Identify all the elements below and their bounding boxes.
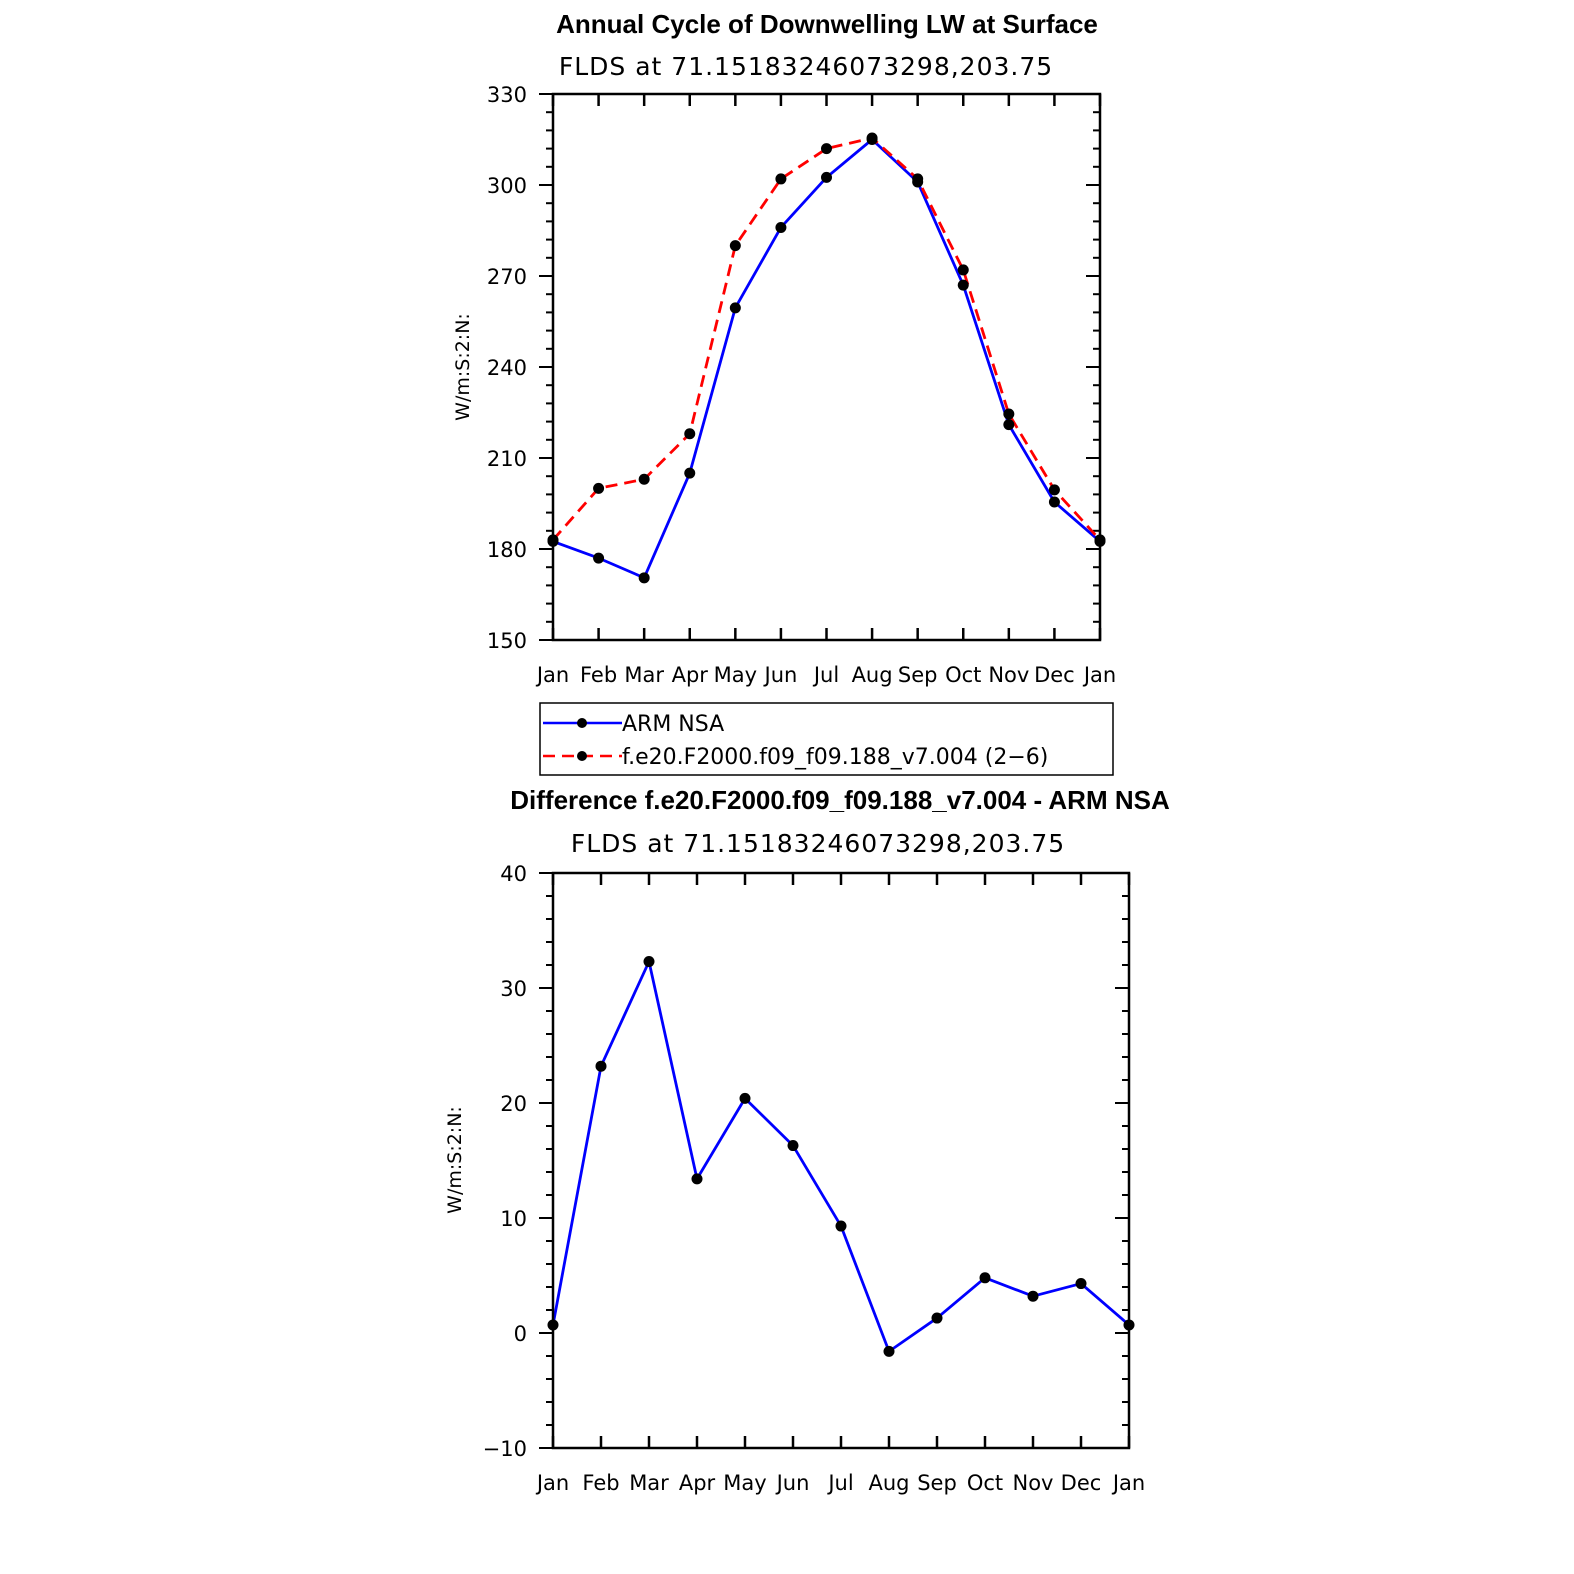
data-point xyxy=(593,552,605,564)
x-tick-label: Mar xyxy=(624,663,664,687)
data-point xyxy=(931,1312,943,1324)
y-tick-label: 40 xyxy=(500,862,527,886)
y-tick-label: 180 xyxy=(487,538,527,562)
x-tick-label: Jul xyxy=(812,663,839,687)
chart-subtitle: FLDS at 71.15183246073298,203.75 xyxy=(559,52,1053,81)
series-line-0 xyxy=(552,138,1101,580)
y-axis-label: W/m:S:2:N: xyxy=(444,1106,466,1214)
x-tick-label: Mar xyxy=(629,1471,669,1495)
x-tick-label: Oct xyxy=(967,1471,1003,1495)
data-point xyxy=(866,132,878,144)
y-tick-label: 10 xyxy=(500,1207,527,1231)
x-tick-label: Sep xyxy=(898,663,938,687)
x-tick-label: Jan xyxy=(1111,1471,1145,1495)
y-tick-label: 240 xyxy=(487,356,527,380)
plot-frame xyxy=(551,871,1131,1450)
x-tick-label: Nov xyxy=(1013,1471,1054,1495)
x-tick-label: Aug xyxy=(852,663,893,687)
x-tick-label: Aug xyxy=(868,1471,909,1495)
chart-subtitle: FLDS at 71.15183246073298,203.75 xyxy=(571,829,1065,858)
data-point xyxy=(729,302,741,314)
x-tick-label: Dec xyxy=(1034,663,1075,687)
data-point xyxy=(1027,1290,1039,1302)
x-tick-label: Feb xyxy=(582,1471,619,1495)
data-point xyxy=(912,173,924,185)
x-tick-label: Feb xyxy=(580,663,617,687)
x-tick-label: Jan xyxy=(1082,663,1116,687)
data-point xyxy=(638,572,650,584)
data-point xyxy=(835,1220,847,1232)
chart-title: Annual Cycle of Downwelling LW at Surfac… xyxy=(556,9,1098,39)
legend-entry-arm-nsa: ARM NSA xyxy=(622,712,724,737)
data-point xyxy=(775,173,787,185)
y-tick-label: −10 xyxy=(483,1437,527,1461)
data-point xyxy=(1075,1278,1087,1290)
data-point xyxy=(787,1140,799,1152)
series-line-1 xyxy=(551,136,1102,541)
data-point xyxy=(595,1060,607,1072)
series-group xyxy=(547,956,1135,1357)
y-tick-label: 0 xyxy=(514,1322,527,1346)
data-point xyxy=(729,240,741,252)
y-tick-label: 20 xyxy=(500,1092,527,1116)
x-tick-label: Jan xyxy=(535,663,569,687)
data-point xyxy=(638,473,650,485)
x-tick-label: May xyxy=(723,1471,766,1495)
data-point xyxy=(821,171,832,183)
data-point xyxy=(643,956,655,968)
data-point xyxy=(1003,419,1015,431)
data-point xyxy=(593,482,605,494)
x-tick-label: Nov xyxy=(988,663,1029,687)
x-tick-label: Jul xyxy=(826,1471,853,1495)
axis-ticks: Jan Feb Mar Apr May Jun Jul Aug Sep Oct Nov Dec Jan 1… xyxy=(487,83,1116,687)
series-group xyxy=(547,132,1106,584)
legend-marker-arm-nsa xyxy=(577,718,587,728)
legend-marker-model xyxy=(577,751,587,761)
data-point xyxy=(883,1345,895,1357)
data-point xyxy=(684,428,696,440)
data-point xyxy=(821,143,832,155)
y-tick-label: 330 xyxy=(487,83,527,107)
data-point xyxy=(775,221,787,233)
series-line-0 xyxy=(551,960,1130,1353)
y-axis-label: W/m:S:2:N: xyxy=(452,313,474,421)
difference-chart: Difference f.e20.F2000.f09_f09.188_v7.00… xyxy=(444,785,1170,1495)
data-point xyxy=(979,1272,991,1284)
data-point xyxy=(1003,408,1015,420)
legend-entry-model: f.e20.F2000.f09_f09.188_v7.004 (2−6) xyxy=(622,745,1048,770)
x-tick-label: May xyxy=(714,663,757,687)
data-point xyxy=(739,1092,751,1104)
plot-frame xyxy=(551,92,1102,642)
data-point xyxy=(691,1173,703,1185)
data-point xyxy=(1048,484,1060,496)
x-tick-label: Apr xyxy=(679,1471,716,1495)
x-tick-label: Apr xyxy=(672,663,709,687)
y-tick-label: 270 xyxy=(487,265,527,289)
x-tick-label: Sep xyxy=(917,1471,957,1495)
x-tick-label: Jun xyxy=(763,663,798,687)
data-point xyxy=(684,467,696,479)
y-tick-label: 300 xyxy=(487,174,527,198)
legend: ARM NSA f.e20.F2000.f09_f09.188_v7.004 (… xyxy=(539,702,1114,776)
x-tick-label: Dec xyxy=(1061,1471,1102,1495)
annual-cycle-chart: Annual Cycle of Downwelling LW at Surfac… xyxy=(452,9,1116,776)
data-point xyxy=(957,279,969,291)
x-tick-label: Jun xyxy=(775,1471,810,1495)
data-point xyxy=(1048,496,1060,508)
y-tick-label: 210 xyxy=(487,447,527,471)
y-tick-label: 30 xyxy=(500,977,527,1001)
chart-title: Difference f.e20.F2000.f09_f09.188_v7.00… xyxy=(510,785,1170,815)
y-tick-label: 150 xyxy=(487,629,527,653)
legend-box xyxy=(539,702,1114,776)
data-point xyxy=(957,264,969,276)
x-tick-label: Jan xyxy=(535,1471,569,1495)
x-tick-label: Oct xyxy=(945,663,981,687)
axis-ticks: Jan Feb Mar Apr May Jun Jul Aug Sep Oct Nov Dec Jan−… xyxy=(483,862,1146,1495)
